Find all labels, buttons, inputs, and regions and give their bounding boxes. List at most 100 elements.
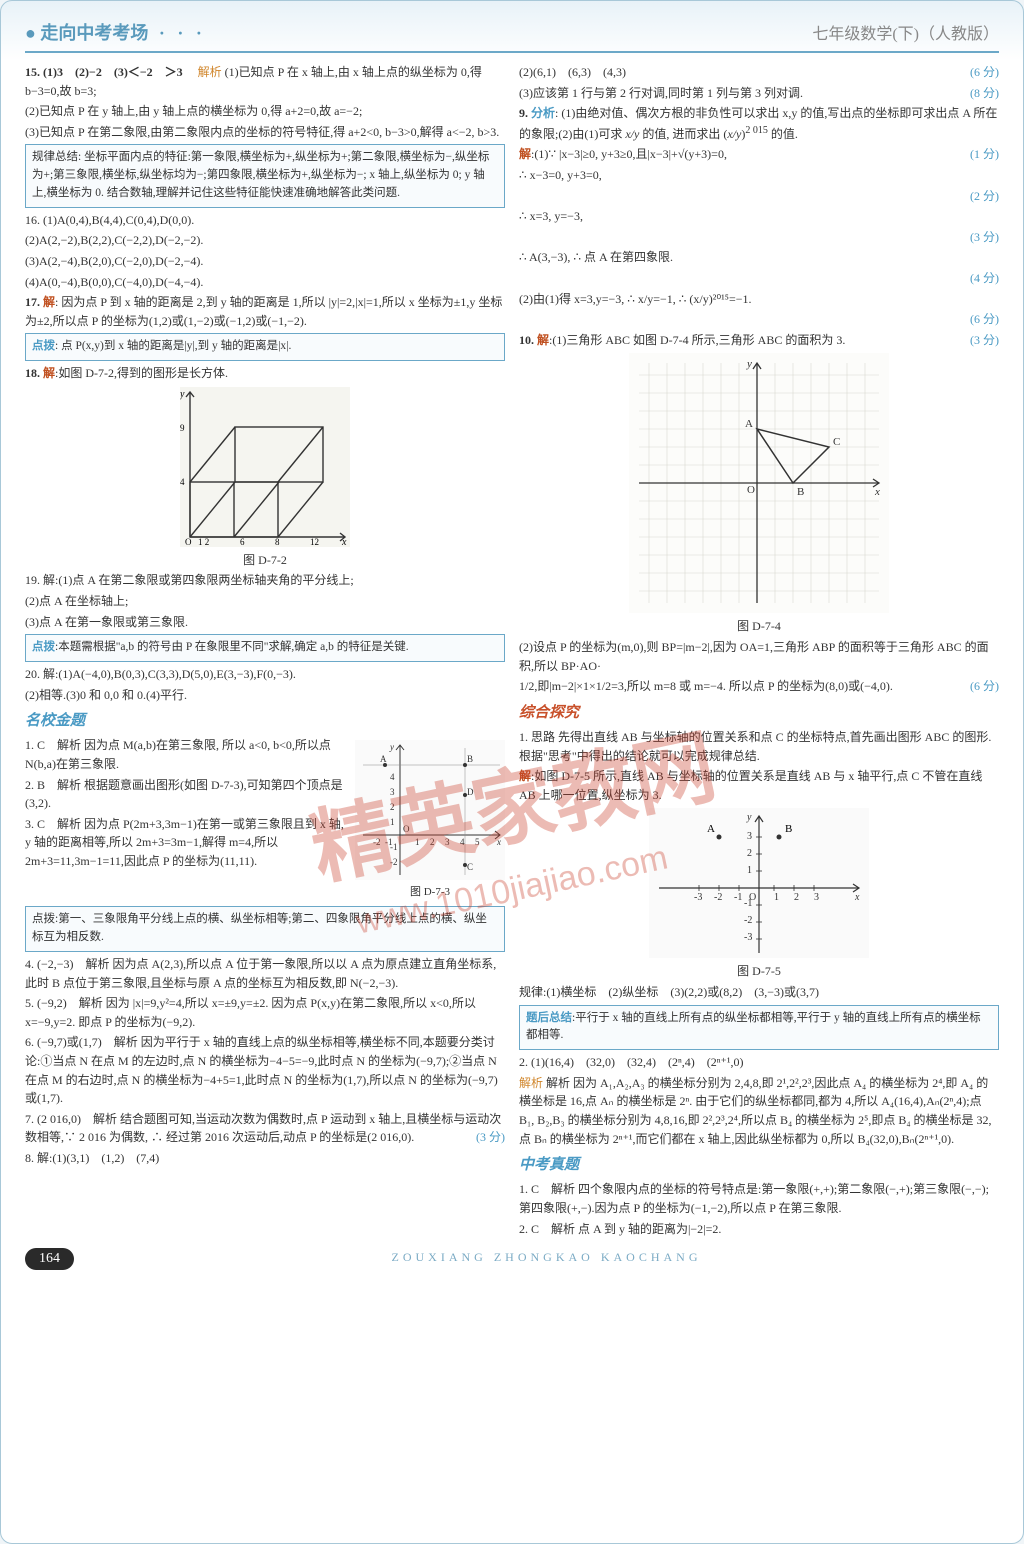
svg-text:x: x — [854, 892, 860, 903]
q9-s3: ∴ x=3, y=−3, — [519, 207, 999, 226]
header-title-left: ● 走向中考考场 · · · — [25, 19, 206, 45]
svg-text:-2: -2 — [714, 892, 722, 903]
zk-q1: 1. C 解析 四个象限内点的坐标的符号特点是:第一象限(+,+);第二象限(−… — [519, 1180, 999, 1217]
svg-text:3: 3 — [814, 892, 819, 903]
zonghe-1a: 1. 思路 先得出直线 AB 与坐标轴的位置关系和点 C 的坐标特点,首先画出图… — [519, 728, 999, 765]
score-3b: (3 分) — [970, 331, 999, 350]
page-container: ● 走向中考考场 · · · 七年级数学(下)（人教版） 15. (1)3 (2… — [0, 0, 1024, 1544]
svg-text:A: A — [745, 418, 753, 430]
svg-text:O: O — [403, 824, 410, 834]
svg-text:1: 1 — [774, 892, 779, 903]
score-3: (3 分) — [476, 1128, 505, 1147]
svg-text:-2: -2 — [390, 857, 398, 867]
svg-text:8: 8 — [275, 537, 280, 547]
svg-text:1: 1 — [747, 865, 752, 876]
svg-text:2: 2 — [794, 892, 799, 903]
q20-2: (2)相等.(3)0 和 0,0 和 0.(4)平行. — [25, 686, 505, 705]
r-l1-text: (2)(6,1) (6,3) (4,3) — [519, 65, 626, 79]
svg-text:x: x — [341, 537, 347, 547]
fig-d75-caption: 图 D-7-5 — [519, 962, 999, 981]
svg-text:y: y — [746, 358, 752, 370]
page-header: ● 走向中考考场 · · · 七年级数学(下)（人教版） — [25, 19, 999, 53]
svg-text:C: C — [833, 436, 840, 448]
svg-text:1: 1 — [415, 837, 420, 847]
svg-text:x: x — [496, 837, 501, 847]
origin-label: O — [185, 537, 192, 547]
two-column-layout: 15. (1)3 (2)−2 (3)＜−2 ＞3 解析 (1)已知点 P 在 x… — [25, 63, 999, 1240]
score-1a: (1 分) — [970, 145, 999, 164]
score-3a: (3 分) — [519, 228, 999, 247]
svg-text:B: B — [797, 486, 804, 498]
q19-2: (2)点 A 在坐标轴上; — [25, 592, 505, 611]
r-line2: (3)应该第 1 行与第 2 行对调,同时第 1 列与第 3 列对调. (8 分… — [519, 84, 999, 103]
mc-q2: 2. B 解析 根据题意画出图形(如图 D-7-3),可知第四个顶点是(3,2)… — [25, 776, 349, 813]
jiexi-label: 解析 — [198, 65, 222, 79]
q10-2b: 1/2,即|m−2|×1×1/2=3,所以 m=8 或 m=−4. 所以点 P … — [519, 677, 999, 696]
svg-text:4: 4 — [460, 837, 465, 847]
dianbo-label: 点拨 — [32, 340, 55, 352]
svg-text:9: 9 — [180, 423, 185, 433]
dianbo-box-19: 点拨:本题需根据"a,b 的符号由 P 在象限里不同"求解,确定 a,b 的特征… — [25, 634, 505, 662]
book-series-title: 走向中考考场 — [40, 23, 148, 43]
svg-text:1 2: 1 2 — [198, 537, 209, 547]
svg-text:5: 5 — [475, 837, 480, 847]
q16-b: (2)A(2,−2),B(2,2),C(−2,2),D(−2,−2). — [25, 231, 505, 250]
svg-text:O: O — [747, 484, 755, 496]
page-number: 164 — [25, 1248, 74, 1270]
svg-text:-2: -2 — [744, 915, 752, 926]
svg-text:-1: -1 — [744, 898, 752, 909]
zh2-1: 2. (1)(16,4) (32,0) (32,4) (2ⁿ,4) (2ⁿ⁺¹,… — [519, 1053, 999, 1072]
fig-d72-caption: 图 D-7-2 — [25, 551, 505, 570]
svg-text:B: B — [467, 754, 473, 764]
jiexi-zh2: 解析 — [519, 1076, 543, 1090]
q16-a: 16. (1)A(0,4),B(4,4),C(0,4),D(0,0). — [25, 211, 505, 230]
svg-text:x: x — [874, 486, 880, 498]
svg-text:A: A — [380, 754, 387, 764]
q18: 18. 解:如图 D-7-2,得到的图形是长方体. — [25, 364, 505, 383]
section-zhongkao: 中考真题 — [519, 1154, 999, 1177]
svg-text:1: 1 — [390, 817, 395, 827]
svg-text:3: 3 — [445, 837, 450, 847]
q15-line1: 15. (1)3 (2)−2 (3)＜−2 ＞3 解析 (1)已知点 P 在 x… — [25, 63, 505, 100]
q9: 9. 分析: 9. 分析:(1)由绝对值、偶次方根的非负性可以求出 x,y 的值… — [519, 104, 999, 143]
svg-text:A: A — [707, 823, 715, 835]
figure-d-7-4: O x y A B C — [629, 353, 889, 613]
fig-d74-caption: 图 D-7-4 — [519, 617, 999, 636]
mc7-text: 7. (2 016,0) 解析 结合题图可知,当运动次数为偶数时,点 P 运动到… — [25, 1112, 501, 1145]
jie-zh: 解 — [519, 769, 531, 783]
svg-text:y: y — [180, 389, 185, 400]
svg-text:B: B — [785, 823, 792, 835]
houzongjie-box: 题后总结:题后总结:平行于 x 轴的直线上所有点的纵坐标都相等,平行于 y 轴的… — [519, 1005, 999, 1051]
dianbo-box-17: 点拨: 点拨:点 P(x,y)到 x 轴的距离是|y|,到 y 轴的距离是|x|… — [25, 333, 505, 361]
svg-text:3: 3 — [390, 787, 395, 797]
r-l2-text: (3)应该第 1 行与第 2 行对调,同时第 1 列与第 3 列对调. — [519, 86, 803, 100]
q9-s5: (2)由(1)得 x=3,y=−3, ∴ x/y=−1, ∴ (x/y)²⁰¹⁵… — [519, 290, 999, 309]
figure-d-7-2: O 1 2 6 8 12 4 9 x y — [180, 387, 350, 547]
svg-text:y: y — [746, 812, 752, 823]
svg-text:4: 4 — [390, 772, 395, 782]
svg-text:2: 2 — [390, 802, 395, 812]
q10-2a: (2)设点 P 的坐标为(m,0),则 BP=|m−2|,因为 OA=1,三角形… — [519, 638, 999, 675]
rule-summary-box-1: 规律总结: 坐标平面内点的特征:第一象限,横坐标为+,纵坐标为+;第二象限,横坐… — [25, 144, 505, 207]
score-6c: (6 分) — [970, 677, 999, 696]
svg-text:2: 2 — [430, 837, 435, 847]
svg-text:y: y — [389, 742, 394, 752]
dots-icon: · · · — [159, 23, 206, 43]
jie-label: 解 — [43, 295, 55, 309]
q10-2b-text: 1/2,即|m−2|×1×1/2=3,所以 m=8 或 m=−4. 所以点 P … — [519, 679, 893, 693]
right-column: (2)(6,1) (6,3) (4,3) (6 分) (3)应该第 1 行与第 … — [519, 63, 999, 1240]
svg-text:6: 6 — [240, 537, 245, 547]
r-line1: (2)(6,1) (6,3) (4,3) (6 分) — [519, 63, 999, 82]
figure-d-7-5: O 123 -1-2-3 123 -1-2-3 x y — [649, 808, 869, 958]
q15-line3: (3)已知点 P 在第二象限,由第二象限内点的坐标的符号特征,得 a+2<0, … — [25, 123, 505, 142]
dianbo-label-19: 点拨 — [32, 641, 55, 653]
mc-q7: 7. (2 016,0) 解析 结合题图可知,当运动次数为偶数时,点 P 运动到… — [25, 1110, 505, 1147]
mc-q6: 6. (−9,7)或(1,7) 解析 因为平行于 x 轴的直线上点的纵坐标相等,… — [25, 1033, 505, 1107]
svg-text:-1: -1 — [390, 842, 398, 852]
mc-row-with-figure: 1. C 解析 因为点 M(a,b)在第三象限, 所以 a<0, b<0,所以点… — [25, 736, 505, 903]
q16-d: (4)A(0,−4),B(0,0),C(−4,0),D(−4,−4). — [25, 273, 505, 292]
svg-text:-1: -1 — [734, 892, 742, 903]
svg-text:4: 4 — [180, 477, 185, 487]
svg-text:-2: -2 — [373, 837, 381, 847]
mc-q3: 3. C 解析 因为点 P(2m+3,3m−1)在第一或第三象限且到 x 轴, … — [25, 815, 349, 871]
